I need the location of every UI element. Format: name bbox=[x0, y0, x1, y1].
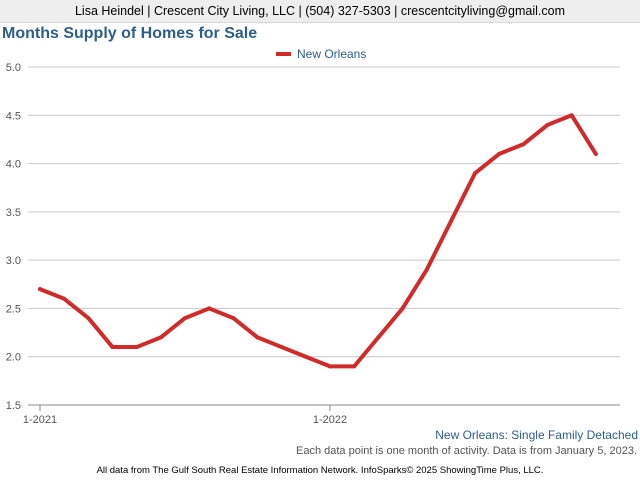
x-tick-label: 1-2021 bbox=[23, 414, 57, 426]
data-note: Each data point is one month of activity… bbox=[296, 445, 637, 457]
y-tick-label: 4.5 bbox=[6, 110, 21, 122]
data-point bbox=[569, 113, 574, 118]
data-point bbox=[448, 219, 453, 224]
chart-title: Months Supply of Homes for Sale bbox=[2, 25, 258, 42]
data-point bbox=[376, 335, 381, 340]
data-point bbox=[86, 316, 91, 321]
data-point bbox=[473, 171, 477, 176]
chart-caption: New Orleans: Single Family Detached bbox=[435, 428, 638, 442]
data-point bbox=[400, 306, 405, 311]
data-point bbox=[545, 122, 550, 127]
y-tick-label: 2.0 bbox=[6, 352, 21, 364]
axes: 1.5 2.0 2.5 3.0 3.5 4.0 4.5 5.0 1-2021 1-2022 bbox=[6, 62, 347, 426]
footer-credit: All data from The Gulf South Real Estate… bbox=[96, 465, 544, 476]
data-point bbox=[38, 287, 42, 292]
legend-label: New Orleans bbox=[297, 47, 366, 61]
x-tick-label: 1-2022 bbox=[313, 414, 347, 426]
legend: New Orleans bbox=[276, 47, 366, 61]
data-point bbox=[255, 335, 260, 340]
data-point bbox=[62, 296, 67, 301]
data-point bbox=[134, 345, 139, 350]
y-tick-label: 3.5 bbox=[6, 207, 21, 219]
data-point bbox=[231, 316, 236, 321]
gridlines bbox=[28, 66, 620, 406]
data-point bbox=[424, 267, 429, 272]
y-tick-label: 2.5 bbox=[6, 303, 21, 315]
data-point bbox=[279, 345, 284, 350]
y-tick-label: 1.5 bbox=[6, 400, 21, 412]
data-point bbox=[593, 151, 598, 156]
y-tick-label: 5.0 bbox=[6, 62, 21, 74]
data-point bbox=[183, 316, 187, 321]
data-point bbox=[352, 364, 357, 369]
contact-header: Lisa Heindel | Crescent City Living, LLC… bbox=[0, 0, 640, 23]
series bbox=[38, 113, 598, 369]
data-point bbox=[303, 354, 308, 359]
series-line bbox=[38, 113, 598, 369]
data-point bbox=[497, 151, 502, 156]
data-point bbox=[521, 142, 526, 147]
data-point bbox=[158, 335, 163, 340]
data-point bbox=[328, 364, 332, 369]
y-tick-label: 3.0 bbox=[6, 255, 21, 267]
y-tick-label: 4.0 bbox=[6, 159, 21, 171]
data-point bbox=[207, 306, 212, 311]
data-point bbox=[110, 345, 115, 350]
